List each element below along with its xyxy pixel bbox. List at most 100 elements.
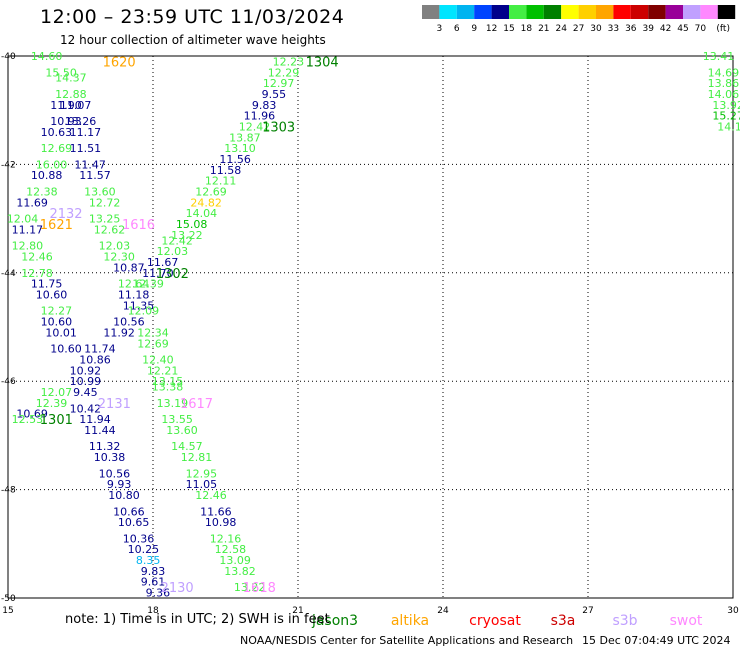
x-tick-label: 15 [2, 606, 13, 616]
wave-height-value: 10.86 [79, 354, 111, 367]
wave-height-value: 11.66 [200, 505, 232, 518]
color-scale-unit: (ft) [716, 24, 730, 34]
wave-height-value: 11.75 [31, 278, 63, 291]
wave-height-value: 12.97 [263, 77, 295, 90]
wave-height-value: 10.01 [45, 326, 77, 339]
wave-height-value: 10.60 [50, 343, 82, 356]
wave-height-value: 10.36 [123, 532, 155, 545]
grid-lines [8, 56, 733, 598]
pass-number-label: 1621 [40, 218, 73, 233]
color-scale-swatch [683, 5, 701, 19]
color-scale-swatch [700, 5, 718, 19]
wave-height-value: 11.57 [79, 169, 111, 182]
color-scale-swatch [596, 5, 614, 19]
y-tick-label: -42 [1, 160, 16, 170]
wave-height-value: 10.87 [113, 261, 145, 274]
footer-credit: NOAA/NESDIS Center for Satellite Applica… [240, 634, 574, 647]
wave-height-value: 12.42 [161, 234, 193, 247]
wave-height-value: 10.56 [99, 467, 131, 480]
satellite-legend-cryosat: cryosat [469, 613, 521, 629]
wave-height-value: 12.39 [36, 397, 68, 410]
wave-height-value: 13.22 [171, 229, 203, 242]
wave-height-value: 11.35 [123, 299, 155, 312]
color-scale-swatch [491, 5, 509, 19]
color-scale-label: 42 [660, 24, 671, 34]
wave-height-value: 13.38 [152, 381, 184, 394]
color-scale-swatch [613, 5, 631, 19]
wave-height-value: 13.60 [166, 424, 198, 437]
y-tick-label: -48 [1, 486, 16, 496]
wave-height-value: 9.83 [252, 99, 277, 112]
color-scale-legend: 3 6 9 12 15 18 21 24 27 30 33 36 39 42 45 70 (ft) [422, 5, 736, 34]
wave-height-value: 9.45 [73, 386, 98, 399]
wave-height-value: 10.92 [70, 364, 102, 377]
wave-height-value: 11.69 [16, 196, 48, 209]
satellite-legend-s3b: s3b [612, 613, 637, 629]
wave-height-value: 13.86 [708, 77, 740, 90]
wave-height-value: 11.51 [70, 142, 102, 155]
wave-height-value: 9.93 [107, 478, 132, 491]
wave-height-value: 12.64 [118, 278, 150, 291]
wave-height-value: 12.03 [157, 245, 189, 258]
wave-height-value: 13.92 [712, 99, 740, 112]
color-scale-label: 6 [454, 24, 460, 34]
wave-height-value: 13.82 [224, 565, 256, 578]
wave-height-value: 12.34 [137, 326, 169, 339]
satellite-legend-jason3: jason3 [311, 613, 358, 629]
wave-height-value: 11.94 [79, 413, 111, 426]
wave-height-value: 14.04 [186, 207, 218, 220]
wave-height-value: 12.62 [94, 223, 126, 236]
color-scale-swatch [630, 5, 649, 19]
wave-height-value: 13.41 [703, 50, 735, 63]
color-scale-swatch [543, 5, 562, 19]
wave-height-value: 11.74 [84, 343, 116, 356]
wave-height-value: 10.88 [31, 169, 63, 182]
wave-height-value: 10.60 [41, 316, 73, 329]
wave-height-value: 13.25 [89, 213, 121, 226]
pass-number-label: 2132 [49, 207, 82, 222]
wave-height-value: 13.22 [234, 581, 266, 594]
color-scale-label: 24 [555, 24, 567, 34]
color-scale-label: 18 [521, 24, 533, 34]
wave-height-value: 15.27 [712, 110, 740, 123]
pass-number-label: 1620 [103, 55, 136, 70]
wave-height-value: 10.63 [41, 126, 73, 139]
wave-height-value: 12.11 [205, 175, 237, 188]
color-scale-label: 12 [486, 24, 497, 34]
wave-height-value: 12.88 [55, 88, 87, 101]
color-scale-swatch [578, 5, 596, 19]
wave-height-value: 12.46 [195, 489, 227, 502]
wave-height-value: 11.18 [118, 288, 150, 301]
satellite-legend-s3a: s3a [551, 613, 576, 629]
pass-number-label: 1301 [40, 413, 73, 428]
wave-height-value: 12.80 [12, 240, 44, 253]
color-scale-swatch [474, 5, 492, 19]
wave-height-value: 12.29 [268, 66, 300, 79]
wave-height-value: 12.42 [239, 120, 271, 133]
color-scale-label: 70 [695, 24, 707, 34]
wave-height-value: 10.66 [113, 505, 145, 518]
wave-height-value: 14.60 [31, 50, 63, 63]
y-tick-label: -44 [1, 269, 16, 279]
wave-height-value: 9.55 [262, 88, 287, 101]
wave-height-value: 11.17 [12, 223, 44, 236]
wave-height-value: 10.93 [50, 115, 82, 128]
color-scale-label: 9 [471, 24, 477, 34]
wave-height-value: 12.69 [195, 186, 227, 199]
wave-height-value: 12.09 [128, 305, 160, 318]
color-scale-label: 3 [437, 24, 443, 34]
y-tick-label: -40 [1, 52, 16, 62]
footer-timestamp: 15 Dec 07:04:49 UTC 2024 [582, 634, 731, 647]
wave-height-value: 14.57 [171, 440, 203, 453]
color-scale-swatch [561, 5, 579, 19]
wave-height-value: 12.30 [103, 251, 135, 264]
y-tick-label: -50 [1, 594, 16, 604]
wave-height-value: 11.17 [70, 126, 102, 139]
wave-height-value: 12.39 [132, 278, 164, 291]
wave-height-value: 11.07 [60, 99, 92, 112]
pass-number-label: 1302 [156, 267, 189, 282]
wave-height-value: 11.05 [186, 478, 218, 491]
wave-height-value: 11.44 [84, 424, 116, 437]
